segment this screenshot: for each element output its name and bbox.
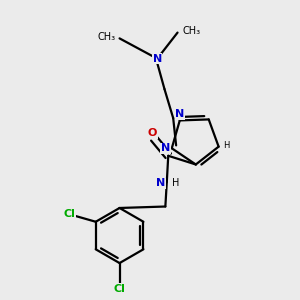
Text: N: N — [175, 109, 184, 119]
Text: O: O — [148, 128, 157, 138]
Text: H: H — [172, 178, 179, 188]
Text: Cl: Cl — [63, 208, 75, 219]
Text: H: H — [224, 141, 230, 150]
Text: CH₃: CH₃ — [98, 32, 116, 42]
Text: CH₃: CH₃ — [182, 26, 200, 36]
Text: N: N — [161, 143, 170, 153]
Text: N: N — [153, 54, 162, 64]
Text: Cl: Cl — [114, 284, 125, 294]
Text: N: N — [156, 178, 165, 188]
